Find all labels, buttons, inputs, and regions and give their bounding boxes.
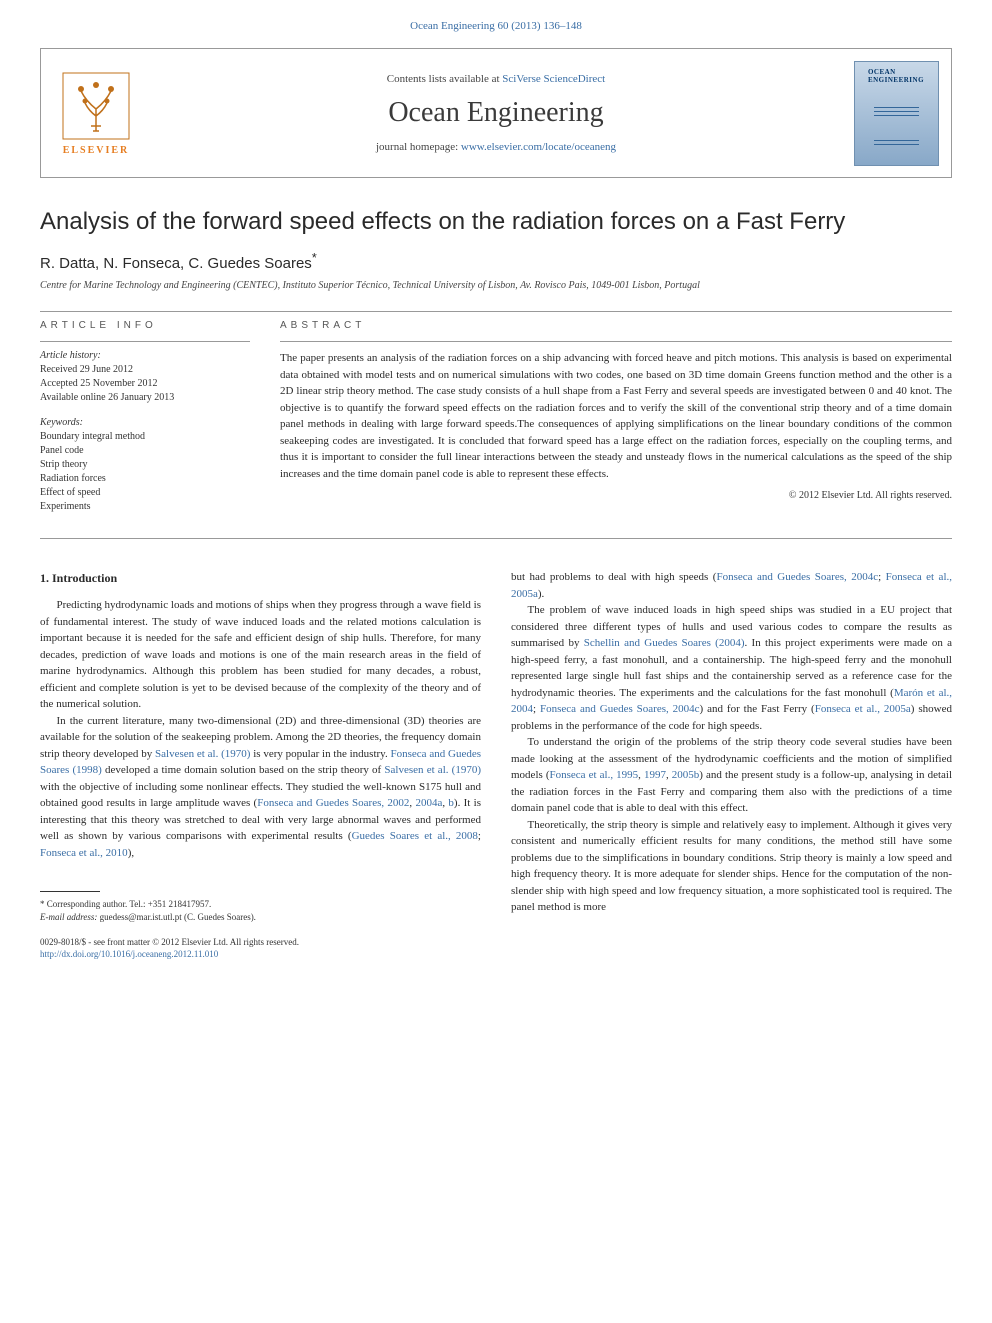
history-label: Article history: [40,350,250,361]
paragraph: but had problems to deal with high speed… [511,569,952,602]
keyword: Strip theory [40,458,250,472]
doi-line: http://dx.doi.org/10.1016/j.oceaneng.201… [40,949,481,961]
keyword: Panel code [40,444,250,458]
abstract-copyright: © 2012 Elsevier Ltd. All rights reserved… [280,490,952,501]
paragraph: Theoretically, the strip theory is simpl… [511,817,952,916]
reference-link[interactable]: Fonseca and Guedes Soares, 2002 [257,797,409,809]
rule [40,311,952,312]
reference-link[interactable]: 2004a [415,797,442,809]
header-center: Contents lists available at SciVerse Sci… [151,49,841,177]
article-info: ARTICLE INFO Article history: Received 2… [40,320,250,514]
paragraph: To understand the origin of the problems… [511,734,952,817]
rule [40,341,250,342]
reference-link[interactable]: Fonseca et al., 2010 [40,847,128,859]
online-date: Available online 26 January 2013 [40,391,250,405]
paragraph: In the current literature, many two-dime… [40,713,481,862]
authors: R. Datta, N. Fonseca, C. Guedes Soares* [40,250,952,272]
reference-link[interactable]: Salvesen et al. (1970) [384,764,481,776]
body-columns: 1. Introduction Predicting hydrodynamic … [40,569,952,961]
keyword: Radiation forces [40,472,250,486]
author-list: R. Datta, N. Fonseca, C. Guedes Soares [40,255,312,272]
homepage-link[interactable]: www.elsevier.com/locate/oceaneng [461,141,616,153]
reference-link[interactable]: Fonseca and Guedes Soares, 2004c [540,703,700,715]
corresponding-footnote: * Corresponding author. Tel.: +351 21841… [40,898,481,911]
paragraph: The problem of wave induced loads in hig… [511,602,952,734]
article-info-label: ARTICLE INFO [40,320,250,331]
column-right: but had problems to deal with high speed… [511,569,952,961]
keyword: Boundary integral method [40,430,250,444]
reference-link[interactable]: Salvesen et al. (1970) [155,748,250,760]
email-label: E-mail address: [40,912,97,922]
homepage-line: journal homepage: www.elsevier.com/locat… [376,141,616,153]
rule [40,538,952,539]
keywords-label: Keywords: [40,417,250,428]
email-footnote: E-mail address: guedess@mar.ist.utl.pt (… [40,911,481,924]
journal-cover: OCEANENGINEERING [854,61,939,166]
publisher-logo-cell: ELSEVIER [41,49,151,177]
affiliation: Centre for Marine Technology and Enginee… [40,280,952,291]
sciencedirect-link[interactable]: SciVerse ScienceDirect [502,73,605,85]
keyword: Experiments [40,500,250,514]
journal-header-box: ELSEVIER Contents lists available at Sci… [40,48,952,178]
section-heading: 1. Introduction [40,569,481,587]
email-value: guedess@mar.ist.utl.pt (C. Guedes Soares… [100,912,256,922]
abstract-text: The paper presents an analysis of the ra… [280,350,952,482]
column-left: 1. Introduction Predicting hydrodynamic … [40,569,481,961]
abstract-label: ABSTRACT [280,320,952,331]
reference-link[interactable]: Fonseca and Guedes Soares, 2004c [716,571,878,583]
reference-link[interactable]: 2005b [672,769,700,781]
corresponding-marker: * [312,250,317,265]
journal-name: Ocean Engineering [388,97,603,129]
elsevier-logo: ELSEVIER [51,58,141,168]
issn-line: 0029-8018/$ - see front matter © 2012 El… [40,937,481,949]
contents-line: Contents lists available at SciVerse Sci… [387,73,605,85]
elsevier-tree-icon [61,71,131,141]
contents-prefix: Contents lists available at [387,73,502,85]
received-date: Received 29 June 2012 [40,363,250,377]
publisher-name: ELSEVIER [63,145,130,156]
homepage-prefix: journal homepage: [376,141,461,153]
rule [280,341,952,342]
cover-decoration [874,104,919,119]
cover-decoration [874,137,919,148]
meta-row: ARTICLE INFO Article history: Received 2… [40,320,952,514]
cover-title: OCEANENGINEERING [868,68,924,84]
cover-cell: OCEANENGINEERING [841,49,951,177]
paragraph: Predicting hydrodynamic loads and motion… [40,597,481,713]
doi-link[interactable]: http://dx.doi.org/10.1016/j.oceaneng.201… [40,949,218,959]
reference-link[interactable]: Schellin and Guedes Soares (2004) [584,637,745,649]
article-title: Analysis of the forward speed effects on… [40,208,952,236]
accepted-date: Accepted 25 November 2012 [40,377,250,391]
footnote-rule [40,891,100,892]
citation-link[interactable]: Ocean Engineering 60 (2013) 136–148 [410,20,582,32]
citation-header: Ocean Engineering 60 (2013) 136–148 [40,20,952,32]
keyword: Effect of speed [40,486,250,500]
reference-link[interactable]: 1997 [644,769,666,781]
reference-link[interactable]: Guedes Soares et al., 2008 [352,830,478,842]
reference-link[interactable]: Fonseca et al., 2005a [815,703,911,715]
abstract-block: ABSTRACT The paper presents an analysis … [280,320,952,514]
reference-link[interactable]: Fonseca et al., 1995 [550,769,639,781]
